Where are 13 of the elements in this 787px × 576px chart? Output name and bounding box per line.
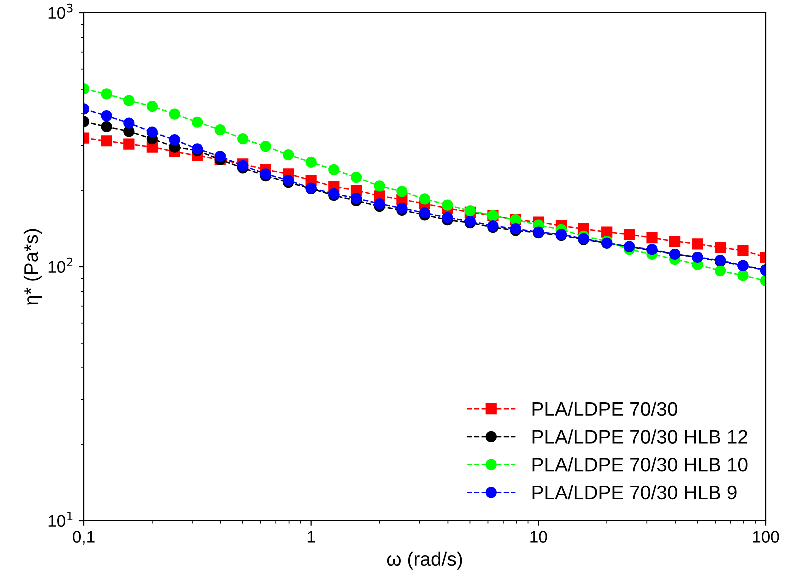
y-axis-title: η* (Pa*s) [24,229,42,305]
legend-label: PLA/LDPE 70/30 [532,402,678,416]
x-tick-label: 0,1 [73,531,95,545]
legend-label: PLA/LDPE 70/30 HLB 9 [532,485,737,500]
y-tick-label: 10$^{2}$ [48,258,73,274]
y-tick-label: 10$^{1}$ [48,512,73,528]
x-tick-label: 1 [308,531,316,543]
x-tick-label: 100 [753,531,780,543]
legend-label: PLA/LDPE 70/30 HLB 10 [532,458,748,472]
legend-label: PLA/LDPE 70/30 HLB 12 [532,430,748,444]
y-tick-label: 10$^{3}$ [48,4,73,20]
x-tick-label: 10 [530,531,548,543]
x-axis-title: ω (rad/s) [387,552,462,570]
